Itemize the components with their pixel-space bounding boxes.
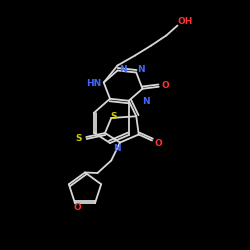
Text: N: N	[113, 144, 121, 153]
Text: O: O	[161, 80, 169, 90]
Text: O: O	[74, 202, 82, 211]
Text: N: N	[142, 98, 149, 106]
Text: N: N	[119, 66, 126, 74]
Text: HN: HN	[86, 79, 102, 88]
Text: N: N	[138, 66, 145, 74]
Text: OH: OH	[177, 17, 193, 26]
Text: O: O	[154, 139, 162, 148]
Text: S: S	[76, 134, 82, 143]
Text: S: S	[110, 112, 116, 121]
